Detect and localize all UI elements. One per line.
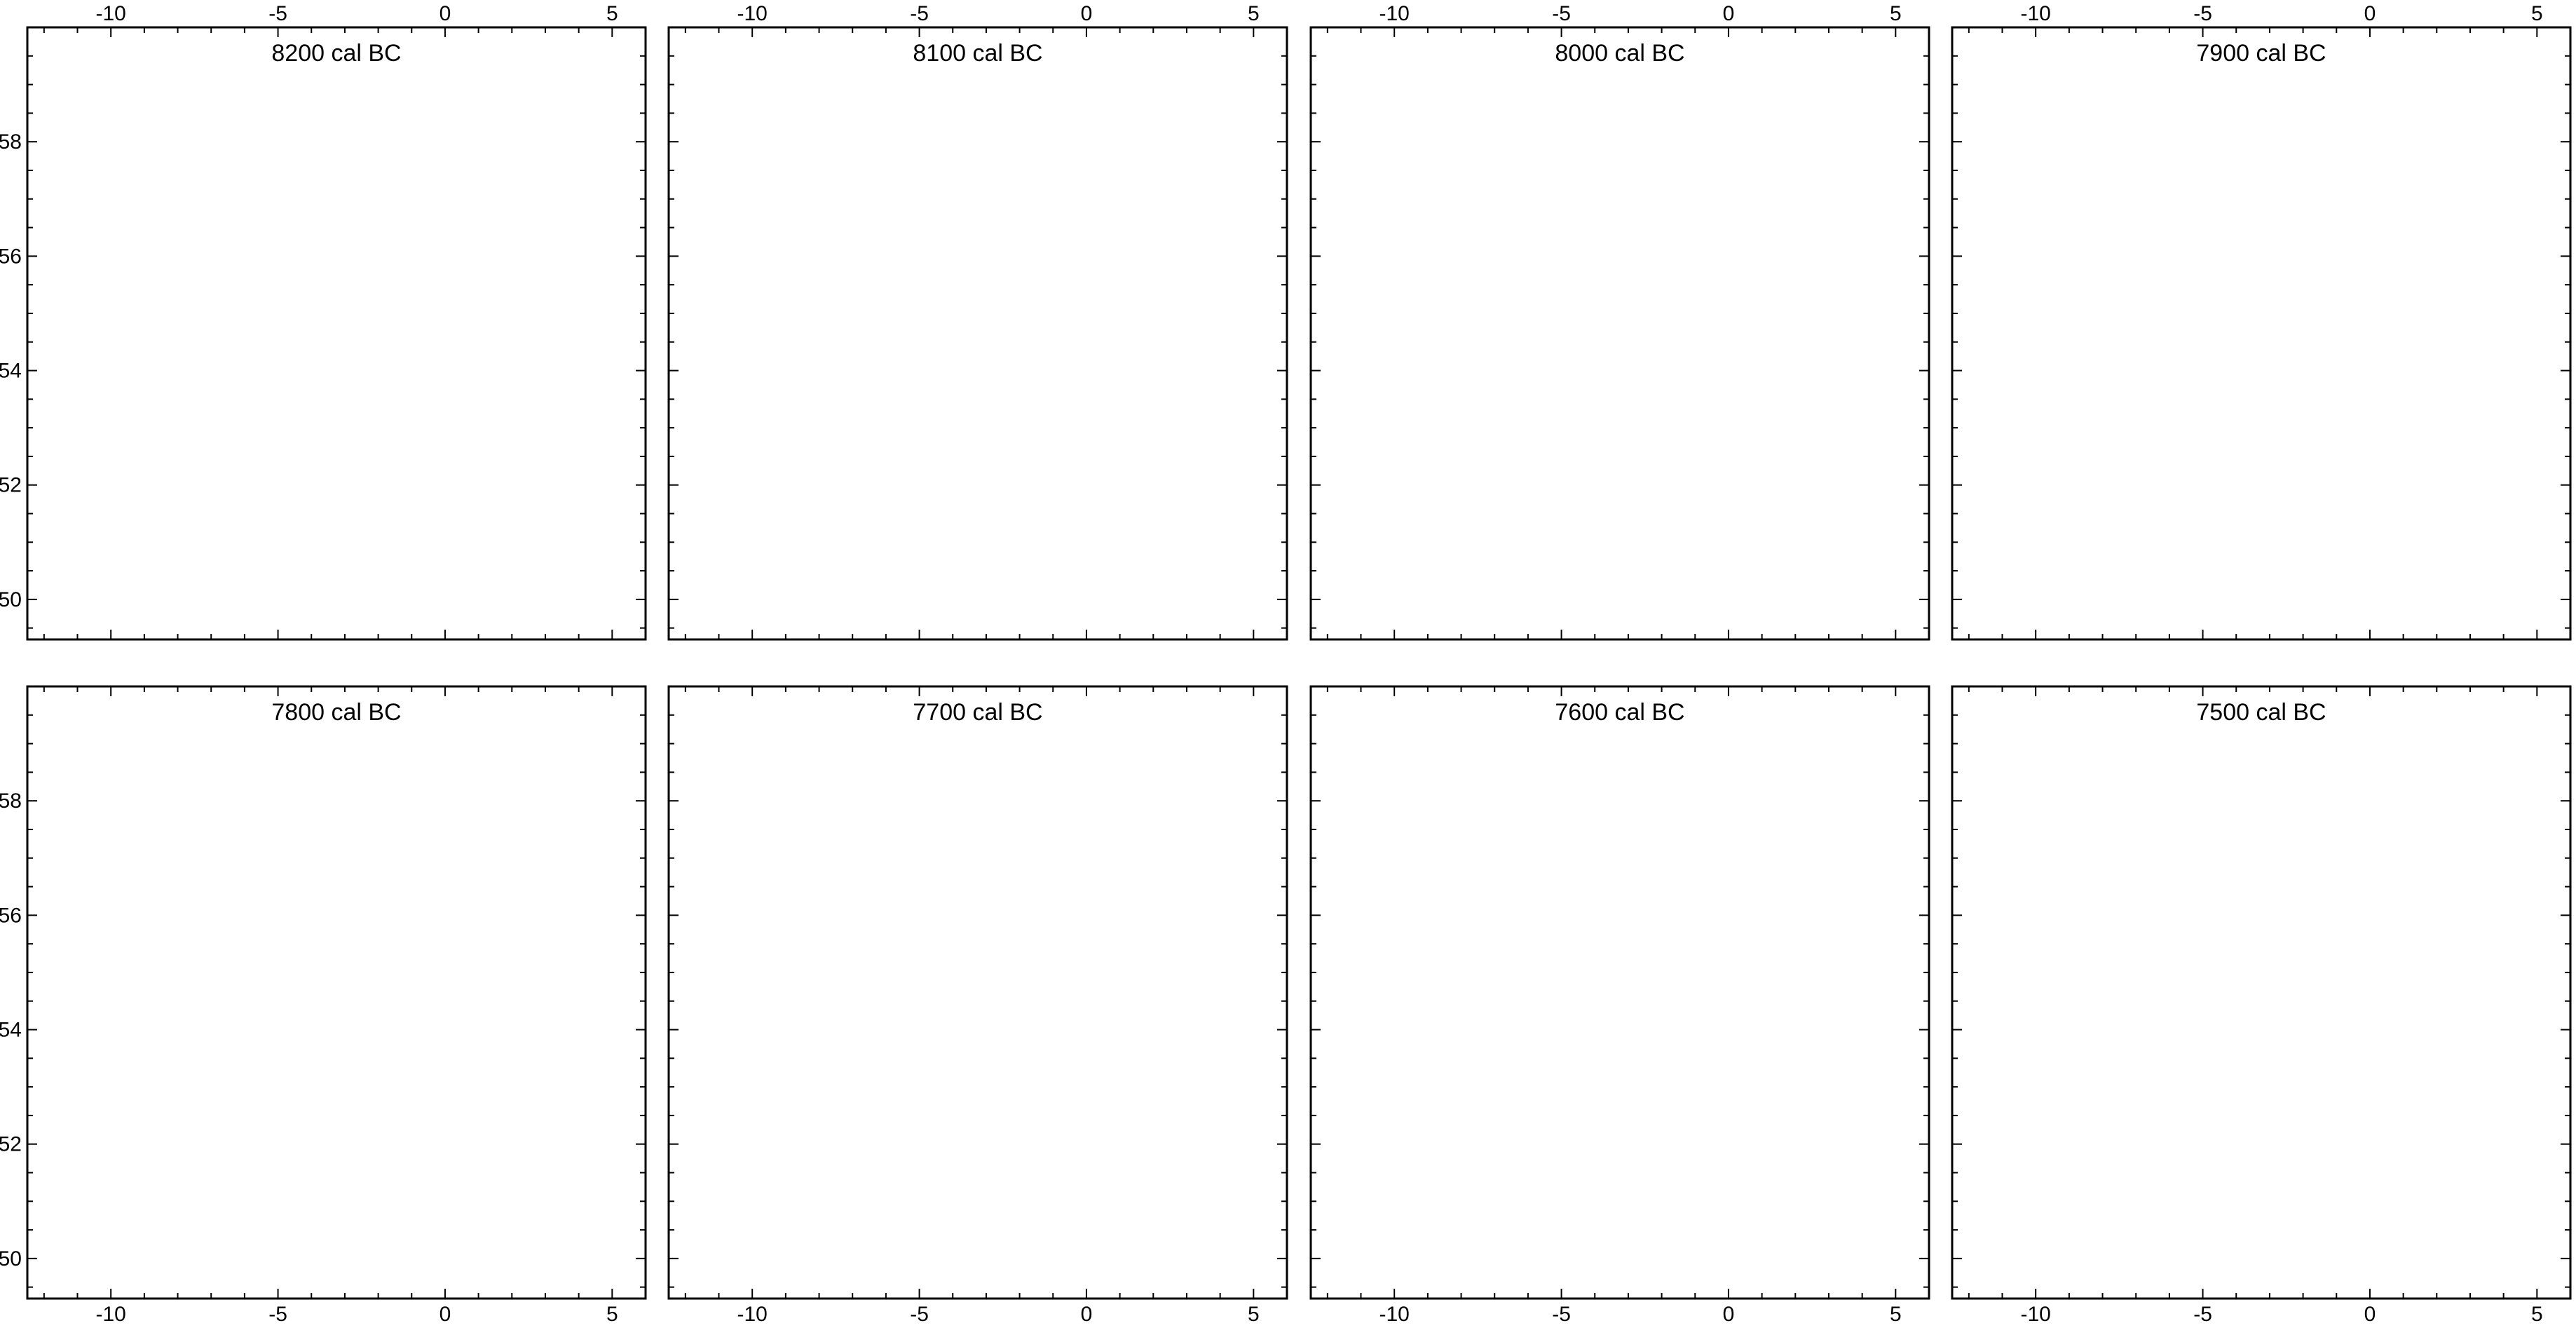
x-tick-label-bottom: -10 <box>2021 1303 2051 1326</box>
x-tick-label-top: -10 <box>2021 2 2051 25</box>
panel-title: 8100 cal BC <box>913 40 1042 67</box>
y-tick-label: 54 <box>0 1019 22 1042</box>
panel-title: 7500 cal BC <box>2196 699 2326 726</box>
x-tick-label-bottom: -5 <box>1552 1303 1571 1326</box>
x-tick-label-bottom: 0 <box>1723 1303 1735 1326</box>
panel-title: 8000 cal BC <box>1555 40 1684 67</box>
x-tick-label-top: 0 <box>1723 2 1735 25</box>
y-tick-label: 56 <box>0 245 22 268</box>
panel-title: 7800 cal BC <box>271 699 401 726</box>
y-tick-label: 50 <box>0 1247 22 1270</box>
panel-frame <box>1951 685 2572 1300</box>
map-panel: 7500 cal BC -10 -5 0 5 <box>1951 685 2572 1326</box>
x-tick-label-bottom: -10 <box>737 1303 768 1326</box>
x-tick-label-top: 5 <box>2531 2 2543 25</box>
panel-title: 8200 cal BC <box>271 40 401 67</box>
x-tick-label-top: -5 <box>268 2 287 25</box>
x-tick-label-bottom: 5 <box>606 1303 618 1326</box>
x-tick-label-top: 5 <box>606 2 618 25</box>
x-tick-label-top: -10 <box>1379 2 1410 25</box>
panel-frame <box>1951 26 2572 641</box>
x-tick-label-bottom: 5 <box>1248 1303 1260 1326</box>
x-tick-label-top: -5 <box>1552 2 1571 25</box>
x-tick-label-top: -10 <box>96 2 126 25</box>
x-tick-label-bottom: 0 <box>439 1303 451 1326</box>
x-tick-label-top: 5 <box>1248 2 1260 25</box>
x-tick-label-bottom: 5 <box>1890 1303 1902 1326</box>
x-tick-label-top: 0 <box>439 2 451 25</box>
panel-frame <box>667 26 1288 641</box>
x-tick-label-top: 0 <box>2364 2 2376 25</box>
y-tick-label: 54 <box>0 360 22 383</box>
panel-frame <box>26 685 647 1300</box>
y-tick-label: 50 <box>0 588 22 611</box>
x-tick-label-top: -5 <box>910 2 929 25</box>
x-tick-label-bottom: -5 <box>910 1303 929 1326</box>
map-panel: 8000 cal BC -10 -5 0 5 <box>1309 2 1930 641</box>
panel-frame <box>667 685 1288 1300</box>
x-tick-label-top: 5 <box>1890 2 1902 25</box>
map-panel: 8200 cal BC -10 -5 0 5 50 52 54 56 58 <box>0 2 647 641</box>
panel-frame <box>1309 685 1930 1300</box>
x-tick-label-top: 0 <box>1081 2 1093 25</box>
x-tick-label-bottom: -10 <box>1379 1303 1410 1326</box>
map-panel: 7700 cal BC -10 -5 0 5 <box>667 685 1288 1326</box>
x-tick-label-top: -5 <box>2193 2 2212 25</box>
panel-title: 7600 cal BC <box>1555 699 1684 726</box>
map-panel: 8100 cal BC -10 -5 0 5 <box>667 2 1288 641</box>
panel-frame <box>26 26 647 641</box>
x-tick-label-bottom: 0 <box>1081 1303 1093 1326</box>
x-tick-label-bottom: -5 <box>2193 1303 2212 1326</box>
panel-frame <box>1309 26 1930 641</box>
panel-title: 7900 cal BC <box>2196 40 2326 67</box>
map-panel: 7800 cal BC -10 -5 0 5 50 52 54 56 58 <box>0 685 647 1326</box>
x-tick-label-bottom: 0 <box>2364 1303 2376 1326</box>
x-tick-label-bottom: -10 <box>96 1303 126 1326</box>
y-tick-label: 52 <box>0 1133 22 1156</box>
y-tick-label: 58 <box>0 790 22 813</box>
y-tick-label: 56 <box>0 904 22 927</box>
panel-title: 7700 cal BC <box>913 699 1042 726</box>
map-panel: 7600 cal BC -10 -5 0 5 <box>1309 685 1930 1326</box>
y-tick-label: 52 <box>0 474 22 497</box>
map-panel: 7900 cal BC -10 -5 0 5 <box>1951 2 2572 641</box>
y-tick-label: 58 <box>0 130 22 154</box>
x-tick-label-bottom: 5 <box>2531 1303 2543 1326</box>
x-tick-label-bottom: -5 <box>268 1303 287 1326</box>
x-tick-label-top: -10 <box>737 2 768 25</box>
